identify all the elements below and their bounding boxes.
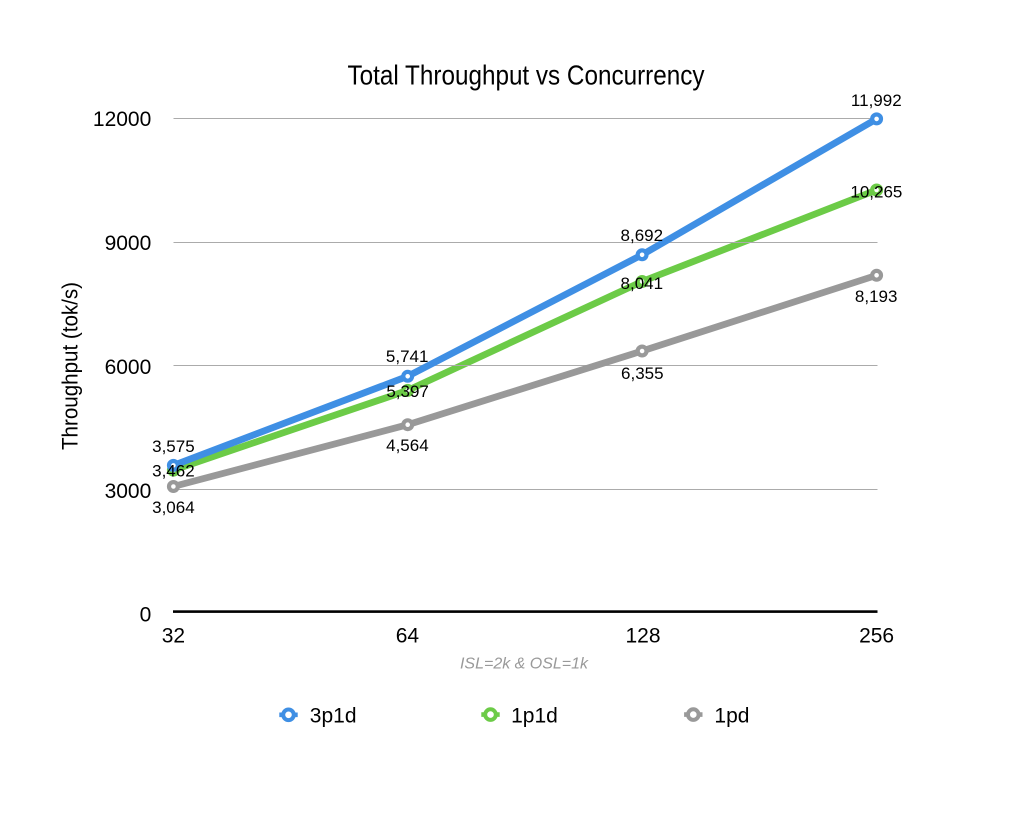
- svg-text:128: 128: [625, 624, 660, 647]
- svg-text:8,193: 8,193: [855, 287, 898, 306]
- svg-text:12000: 12000: [93, 108, 151, 131]
- svg-text:10,265: 10,265: [850, 182, 902, 201]
- svg-text:32: 32: [162, 624, 185, 647]
- svg-text:Total Throughput vs Concurrenc: Total Throughput vs Concurrency: [348, 59, 705, 90]
- svg-text:3,064: 3,064: [152, 498, 195, 517]
- svg-text:5,741: 5,741: [386, 347, 429, 366]
- svg-text:8,041: 8,041: [621, 274, 664, 293]
- svg-text:4,564: 4,564: [386, 436, 429, 455]
- svg-text:256: 256: [859, 624, 894, 647]
- svg-text:8,692: 8,692: [621, 226, 664, 245]
- svg-text:11,992: 11,992: [851, 91, 902, 110]
- svg-text:1p1d: 1p1d: [511, 705, 558, 728]
- svg-text:9000: 9000: [105, 232, 152, 255]
- svg-text:5,397: 5,397: [386, 382, 429, 401]
- svg-text:1pd: 1pd: [714, 705, 749, 728]
- svg-text:Throughput (tok/s): Throughput (tok/s): [58, 282, 83, 450]
- svg-text:ISL=2k & OSL=1k: ISL=2k & OSL=1k: [460, 655, 589, 672]
- svg-text:3,575: 3,575: [152, 437, 195, 456]
- svg-text:0: 0: [140, 604, 152, 627]
- svg-text:64: 64: [396, 624, 420, 647]
- svg-text:6000: 6000: [105, 356, 152, 379]
- svg-text:3p1d: 3p1d: [310, 705, 357, 728]
- svg-text:6,355: 6,355: [621, 364, 664, 383]
- svg-text:3000: 3000: [105, 480, 152, 503]
- svg-text:3,462: 3,462: [152, 462, 195, 481]
